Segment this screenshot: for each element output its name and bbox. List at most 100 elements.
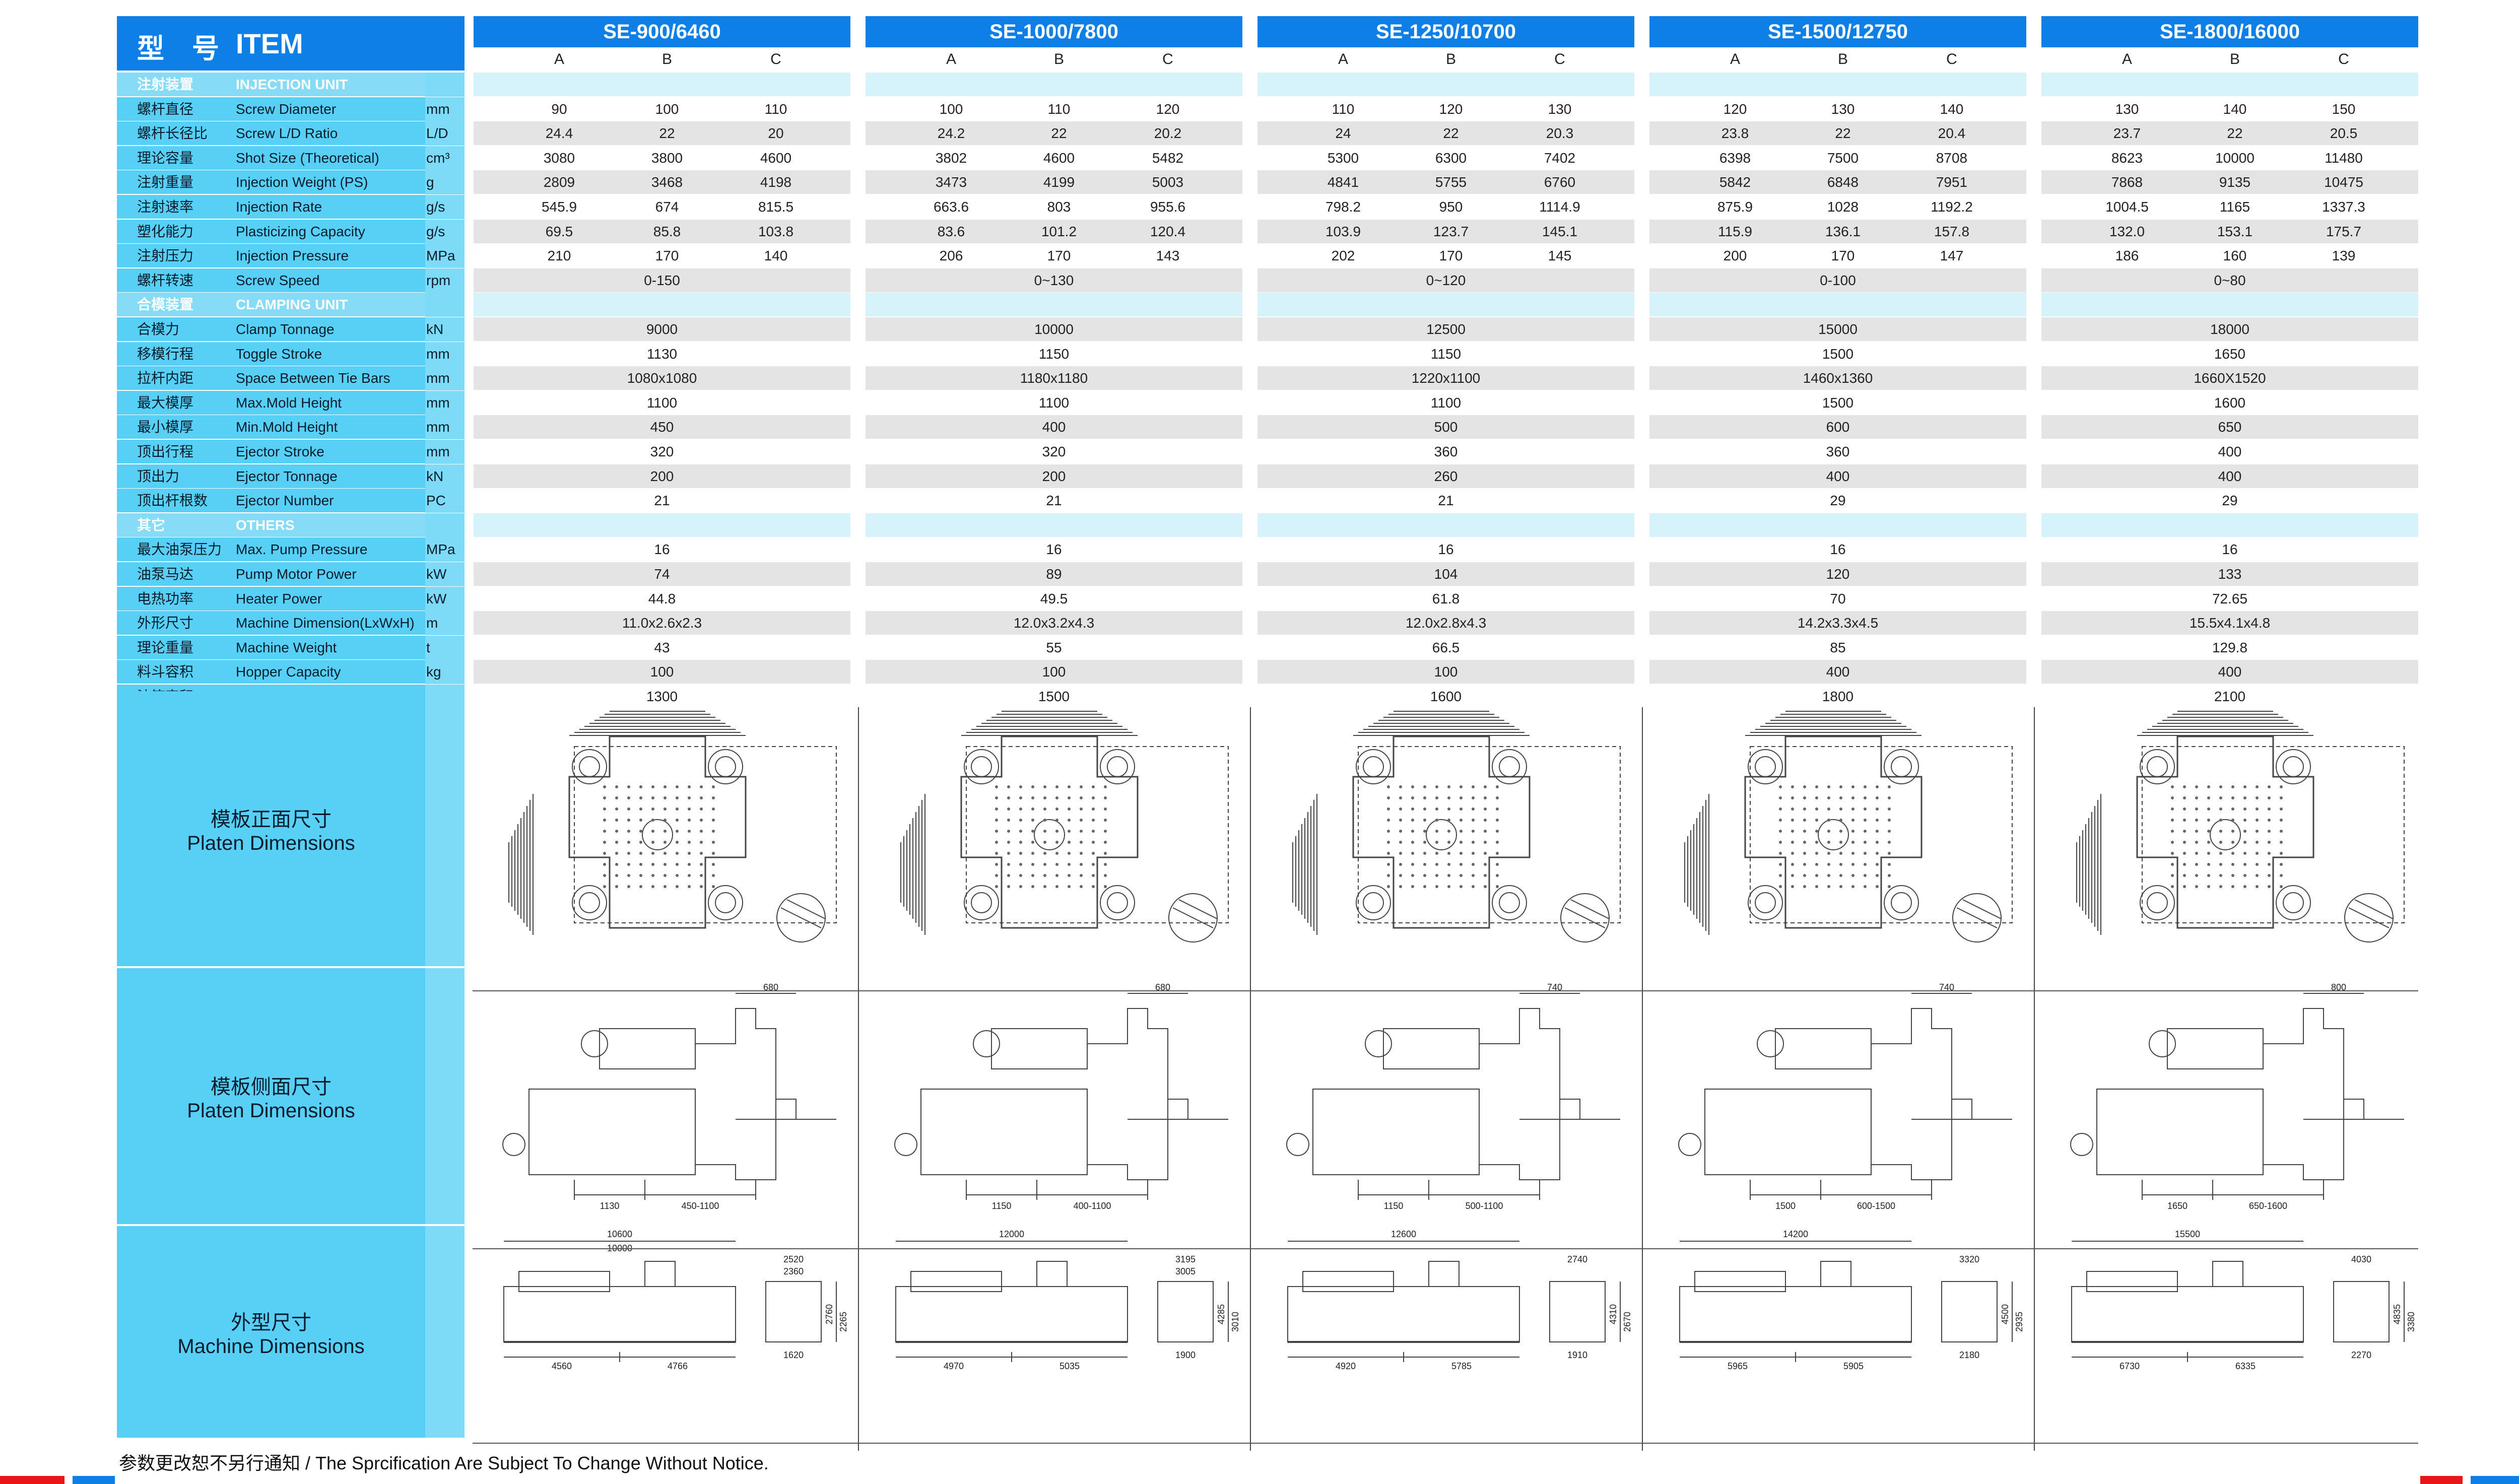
mounting-hole (1827, 819, 1830, 822)
toggle-pin (1365, 1030, 1392, 1057)
mounting-hole (2268, 819, 2271, 822)
mounting-hole (2219, 885, 2222, 888)
mounting-hole (712, 841, 715, 844)
mounting-hole (1423, 796, 1426, 799)
spec-value: 3473 (935, 174, 967, 190)
spec-row: 塑化能力 Plasticizing Capacity g/s (117, 219, 465, 244)
mounting-hole (1839, 796, 1842, 799)
mounting-hole (2231, 874, 2234, 877)
machine-dimensions-drawing: 12600 4920 5785 2740 2670 4310 1910 (1257, 1226, 1634, 1440)
mounting-hole (1387, 863, 1390, 866)
dimension-label: 1650 (2167, 1201, 2187, 1211)
spec-unit: g/s (426, 223, 445, 239)
mounting-hole (615, 807, 618, 811)
mounting-hole (1080, 874, 1083, 877)
spec-value: 136.1 (1825, 223, 1861, 239)
spec-value: 130 (2115, 101, 2139, 117)
spec-label-cn: 注射重量 (137, 174, 194, 190)
mounting-hole (1447, 885, 1450, 888)
spec-value: 15000 (1818, 321, 1858, 337)
mounting-hole (1851, 874, 1854, 877)
spec-value: 44.8 (648, 590, 676, 606)
platen-grid (966, 746, 1229, 923)
mounting-hole (1399, 874, 1402, 877)
mounting-hole (1876, 885, 1879, 888)
mounting-hole (1496, 830, 1499, 833)
value-row: 9000 (474, 317, 850, 341)
spec-value: 0~80 (2214, 272, 2246, 288)
mounting-hole (1791, 885, 1794, 888)
spec-value: 1500 (1822, 346, 1854, 362)
value-row: 69.5 85.8 103.8 (474, 219, 850, 243)
mounting-hole (700, 852, 703, 855)
mounting-hole (627, 852, 630, 855)
dimension-label: 2760 (824, 1304, 834, 1324)
mounting-hole (1496, 819, 1499, 822)
spec-label-cn: 螺杆直径 (137, 101, 194, 117)
mounting-hole (1068, 830, 1071, 833)
mounting-hole (603, 852, 606, 855)
unit-strip (425, 691, 465, 966)
mounting-hole (1827, 796, 1830, 799)
spec-value: 145.1 (1542, 223, 1578, 239)
mounting-hole (1839, 852, 1842, 855)
mounting-hole (1435, 796, 1438, 799)
spec-value: 170 (1439, 248, 1463, 264)
row-separator (473, 990, 2418, 991)
mounting-hole (1043, 841, 1046, 844)
moving-platen (1312, 1089, 1480, 1175)
spec-value: 3080 (543, 150, 575, 166)
mounting-hole (1411, 796, 1414, 799)
machine-body (2071, 1286, 2304, 1342)
mounting-hole (1068, 885, 1071, 888)
value-row: 133 (2041, 562, 2418, 586)
detail-circle (1168, 893, 1218, 942)
mounting-hole (1387, 819, 1390, 822)
variant-label: B (2229, 51, 2240, 68)
platen-grid (1750, 746, 2013, 923)
value-row: 260 (1257, 464, 1634, 488)
mounting-hole (1484, 819, 1487, 822)
mounting-hole (1815, 819, 1818, 822)
mounting-hole (1851, 807, 1854, 811)
mounting-hole (1031, 874, 1034, 877)
mounting-hole (688, 874, 691, 877)
mounting-hole (1779, 819, 1782, 822)
mounting-hole (1423, 863, 1426, 866)
spec-row: 理论容量 Shot Size (Theoretical) cm³ (117, 146, 465, 170)
mounting-hole (639, 819, 642, 822)
mounting-hole (2195, 852, 2198, 855)
mounting-hole (712, 819, 715, 822)
unit-strip (425, 146, 465, 170)
tie-bar-hole (2140, 749, 2175, 784)
spec-value: 21 (654, 493, 670, 509)
spec-unit: m (426, 615, 438, 631)
spec-label-cn: 最小模厚 (137, 419, 194, 435)
drawing-row-label: 模板正面尺寸 Platen Dimensions (117, 691, 465, 968)
mounting-hole (1387, 807, 1390, 811)
mounting-hole (1791, 807, 1794, 811)
spec-value: 16 (1830, 542, 1846, 558)
mounting-hole (1423, 852, 1426, 855)
mounting-hole (1779, 885, 1782, 888)
mounting-hole (1864, 841, 1867, 844)
mounting-hole (712, 852, 715, 855)
mounting-hole (1080, 863, 1083, 866)
mounting-hole (2243, 785, 2246, 788)
spec-value: 29 (2222, 493, 2238, 509)
spec-label-en: CLAMPING UNIT (236, 297, 348, 313)
spec-value: 66.5 (1432, 639, 1460, 655)
mounting-hole (1791, 796, 1794, 799)
unit-strip (425, 489, 465, 513)
mounting-hole (676, 819, 679, 822)
tie-bar-hole (708, 885, 743, 920)
spec-value: 43 (654, 639, 670, 655)
mounting-hole (1779, 807, 1782, 811)
mounting-hole (651, 874, 654, 877)
spec-value: 206 (939, 248, 963, 264)
mounting-hole (2195, 841, 2198, 844)
value-row: 21 (866, 489, 1242, 512)
mounting-hole (1435, 819, 1438, 822)
mounting-hole (1484, 863, 1487, 866)
mounting-hole (676, 852, 679, 855)
